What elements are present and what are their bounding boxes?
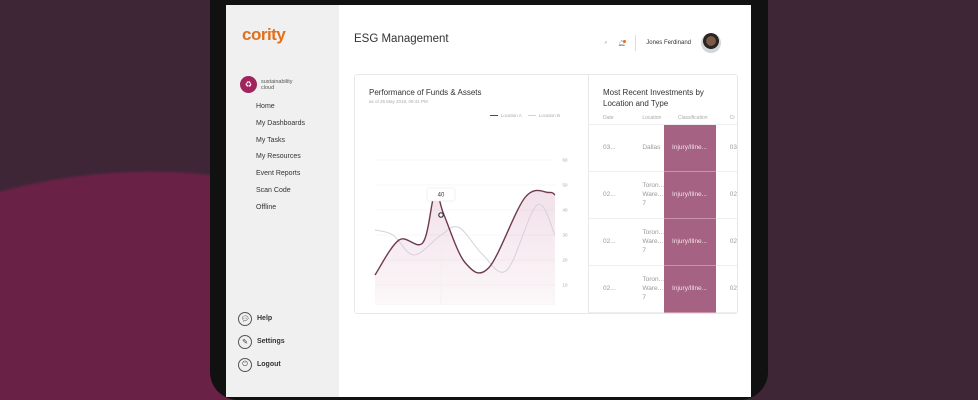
- area-fill: [375, 190, 555, 305]
- table-row[interactable]: 02... Toron... Ware... 7 Injury/Illne... 02: [589, 218, 737, 266]
- series-location-b: [374, 203, 556, 273]
- table-row[interactable]: 03... Dallas Injury/Illne... 03: [589, 124, 737, 172]
- y-tick-label: 10: [562, 283, 568, 288]
- y-tick-label: 50: [562, 183, 568, 188]
- sidebar-nav: Home My Dashboards My Tasks My Resources Eve…: [256, 103, 305, 221]
- notification-icon[interactable]: 🔔︎: [617, 39, 627, 47]
- table-cell: Injury/Illne...: [664, 124, 716, 172]
- data-point-marker: [438, 212, 444, 218]
- sidebar-item-home[interactable]: Home: [256, 103, 275, 110]
- table-cell: 02...: [589, 171, 629, 219]
- table-cell: 02: [715, 218, 737, 266]
- app-screen: cority ♻ sustainability cloud Home My Das…: [226, 5, 751, 397]
- table-cell: Toron... Ware... 7: [628, 218, 665, 266]
- logout-icon: ⏻: [238, 357, 252, 372]
- page-title: ESG Management: [354, 33, 449, 45]
- divider: [635, 35, 637, 51]
- brand-label: sustainability cloud: [261, 78, 293, 91]
- sidebar-item-my-dashboards[interactable]: My Dashboards: [256, 119, 306, 127]
- header: ⌕ 🔔︎ Jones Ferdinand: [604, 33, 721, 53]
- table-title: Most Recent Investments by Location and …: [603, 88, 704, 108]
- sidebar-logout[interactable]: ⏻ Logout: [238, 353, 285, 376]
- column-header[interactable]: Cr: [715, 112, 737, 125]
- column-header[interactable]: Location: [628, 112, 665, 125]
- line-chart: 0102030405060201520162017201840: [374, 158, 568, 305]
- y-tick-label: 60: [562, 158, 568, 163]
- y-tick-label: 30: [562, 233, 568, 238]
- sidebar-help-label: Help: [257, 315, 273, 322]
- sidebar-item-scan-code[interactable]: Scan Code: [256, 186, 291, 194]
- sidebar-settings-label: Settings: [257, 338, 285, 345]
- table-row[interactable]: 02... Toron... Ware... 7 Injury/Illne... 02: [589, 171, 737, 219]
- table-cell: Toron... Ware... 7: [628, 265, 665, 313]
- table-cell: Dallas: [628, 124, 665, 172]
- pencil-icon: ✎: [238, 334, 252, 349]
- tooltip: [426, 187, 456, 202]
- sidebar-bottom: 💬︎ Help ✎ Settings ⏻ Logout: [238, 307, 285, 376]
- table-cell: Toron... Ware... 7: [628, 171, 665, 219]
- table-cell: 02: [715, 265, 737, 313]
- tooltip-value: 40: [438, 193, 445, 199]
- column-header[interactable]: Date: [589, 112, 629, 125]
- table-cell: 02: [715, 171, 737, 219]
- table-cell: 03...: [589, 124, 629, 172]
- legend-location-a[interactable]: Location A: [489, 113, 522, 118]
- table-cell: Injury/Illne...: [664, 218, 716, 266]
- chart-legend: Location A Location B: [489, 113, 560, 118]
- avatar[interactable]: [701, 33, 721, 53]
- chart-subtitle: as of 25 May 2018, 09:41 PM: [369, 99, 428, 104]
- chart-panel: Performance of Funds & Assets as of 25 M…: [355, 75, 589, 313]
- sidebar-help[interactable]: 💬︎ Help: [238, 307, 285, 330]
- sidebar-item-my-tasks[interactable]: My Tasks: [256, 136, 286, 144]
- sidebar-logout-label: Logout: [257, 361, 281, 368]
- table-cell: Injury/Illne...: [664, 171, 716, 219]
- y-tick-label: 40: [562, 208, 568, 213]
- user-name[interactable]: Jones Ferdinand: [646, 40, 691, 46]
- table-cell: 03: [715, 124, 737, 172]
- table-cell: 02...: [589, 218, 629, 266]
- investments-table: Date Location Classification Cr 03... Dallas…: [589, 112, 737, 313]
- dashboard-card: Performance of Funds & Assets as of 25 M…: [354, 74, 738, 314]
- investments-panel: Most Recent Investments by Location and …: [589, 75, 737, 313]
- column-header[interactable]: Classification: [664, 112, 716, 125]
- sidebar-item-offline[interactable]: Offline: [256, 203, 277, 211]
- table-row[interactable]: 02... Toron... Ware... 7 Injury/Illne... 02: [589, 265, 737, 313]
- sidebar-item-event-reports[interactable]: Event Reports: [256, 170, 301, 178]
- sidebar-item-my-resources[interactable]: My Resources: [256, 153, 301, 161]
- chart-title: Performance of Funds & Assets: [369, 88, 482, 97]
- search-icon[interactable]: ⌕: [604, 39, 608, 46]
- sidebar-settings[interactable]: ✎ Settings: [238, 330, 285, 353]
- chat-icon: 💬︎: [238, 311, 252, 326]
- main: ESG Management ⌕ 🔔︎ Jones Ferdinand Perf…: [339, 5, 751, 397]
- y-tick-label: 20: [562, 258, 568, 263]
- table-cell: 02...: [589, 265, 629, 313]
- legend-location-b[interactable]: Location B: [527, 113, 560, 118]
- table-cell: Injury/Illne...: [664, 265, 716, 313]
- sustainability-icon: ♻: [240, 76, 257, 93]
- sidebar: cority ♻ sustainability cloud Home My Das…: [226, 5, 339, 397]
- logo: cority: [242, 25, 286, 44]
- series-location-a: [374, 189, 556, 276]
- brand[interactable]: ♻ sustainability cloud: [240, 76, 301, 93]
